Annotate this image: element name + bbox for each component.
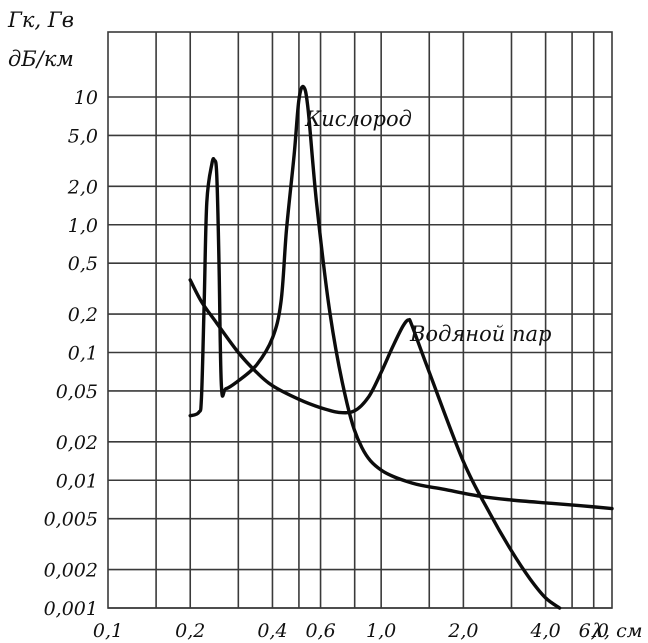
x-tick-label: 6,0 [579,620,609,642]
x-tick-label: 0,2 [175,620,205,642]
series-label-water-vapor: Водяной пар [409,322,551,346]
y-tick-label: 0,001 [44,598,98,620]
oxygen-curve [188,84,614,511]
y-tick-label: 5,0 [68,125,98,147]
x-tick-label: 0,4 [257,620,287,642]
y-tick-label: 2,0 [67,176,98,198]
grid [107,31,613,609]
x-tick-label: 4,0 [530,620,561,642]
x-tick-label: 2,0 [447,620,478,642]
y-tick-label: 10 [74,87,98,109]
y-tick-label: 1,0 [68,215,98,237]
series-label-oxygen: Кислород [304,107,412,131]
y-tick-label: 0,002 [44,560,98,582]
x-tick-label: 0,1 [93,620,123,642]
y-tick-label: 0,01 [56,470,98,492]
tick-labels: 10 5,0 2,0 1,0 0,5 0,2 0,1 0,05 0,02 0,01 0,005 0,0… [44,87,609,642]
x-tick-label: 1,0 [366,620,396,642]
y-tick-label: 0,05 [56,381,98,403]
y-tick-label: 0,5 [68,253,98,275]
curves [188,84,614,610]
y-axis-label-quantity: Гк, Гв [7,8,74,32]
y-tick-label: 0,2 [68,304,98,326]
y-tick-label: 0,02 [56,432,98,454]
y-tick-label: 0,1 [68,343,98,365]
x-axis-label: λ, см [591,620,643,642]
y-tick-label: 0,005 [44,509,98,531]
x-tick-label: 0,6 [305,620,335,642]
water-vapor-curve [188,278,562,610]
y-axis-label-unit: дБ/км [8,47,74,71]
